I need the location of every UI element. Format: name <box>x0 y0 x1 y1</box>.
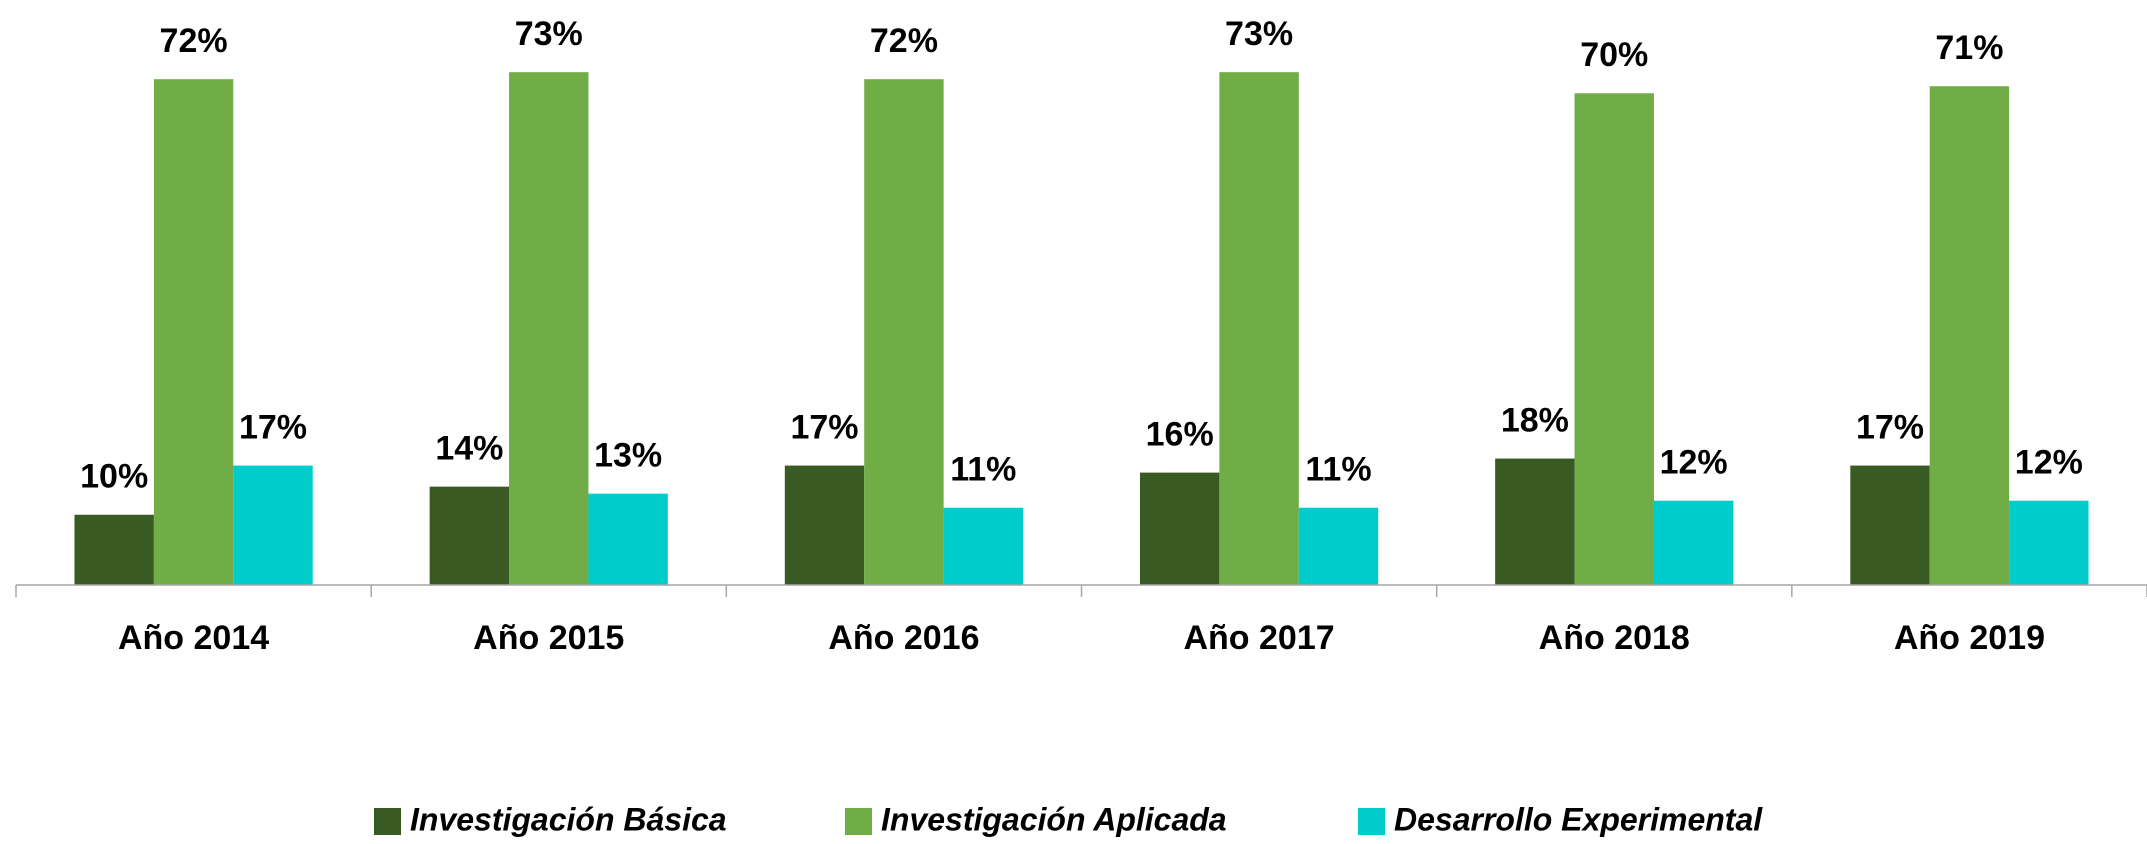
x-tick-label: Año 2016 <box>828 619 979 657</box>
data-label: 73% <box>515 15 583 53</box>
legend-swatch <box>374 808 401 835</box>
x-tick-label: Año 2015 <box>473 619 624 657</box>
bar <box>1219 72 1299 586</box>
bar <box>509 72 589 586</box>
bar <box>1139 472 1220 585</box>
bar <box>1850 465 1930 585</box>
x-tick-label: Año 2017 <box>1183 619 1334 657</box>
data-label: 11% <box>1305 451 1371 489</box>
bar <box>1929 86 2010 585</box>
legend-label: Investigación Básica <box>410 801 727 837</box>
bar <box>943 507 1024 585</box>
bar <box>1574 93 1654 585</box>
data-label: 72% <box>160 22 228 60</box>
legend-swatch <box>1358 808 1385 835</box>
bar <box>864 79 944 585</box>
data-label: 71% <box>1935 29 2003 67</box>
x-tick-label: Año 2018 <box>1539 619 1690 657</box>
bar <box>153 79 234 585</box>
data-label: 16% <box>1146 416 1214 454</box>
data-label: 17% <box>1856 409 1924 447</box>
data-label: 12% <box>1660 444 1728 482</box>
bar <box>1495 458 1575 585</box>
data-label: 72% <box>870 22 938 60</box>
data-label: 10% <box>80 458 148 496</box>
legend-label: Investigación Aplicada <box>881 801 1227 837</box>
data-label: 17% <box>239 409 307 447</box>
bar <box>429 486 510 585</box>
legend-swatch <box>845 808 872 835</box>
bar <box>233 465 313 585</box>
data-label: 11% <box>950 451 1016 489</box>
data-label: 18% <box>1501 402 1569 440</box>
legend-label: Desarrollo Experimental <box>1394 801 1763 837</box>
bar <box>588 493 668 585</box>
bar <box>784 465 865 585</box>
x-tick-label: Año 2019 <box>1894 619 2045 657</box>
data-label: 14% <box>435 430 503 468</box>
data-label: 73% <box>1225 15 1293 53</box>
x-tick-label: Año 2014 <box>118 619 269 657</box>
data-label: 70% <box>1580 36 1648 74</box>
bar <box>1298 507 1379 585</box>
data-label: 13% <box>594 437 662 475</box>
bar <box>1653 500 1734 585</box>
bar <box>74 514 154 585</box>
bar <box>2009 500 2089 585</box>
data-label: 17% <box>790 409 858 447</box>
data-label: 12% <box>2015 444 2083 482</box>
